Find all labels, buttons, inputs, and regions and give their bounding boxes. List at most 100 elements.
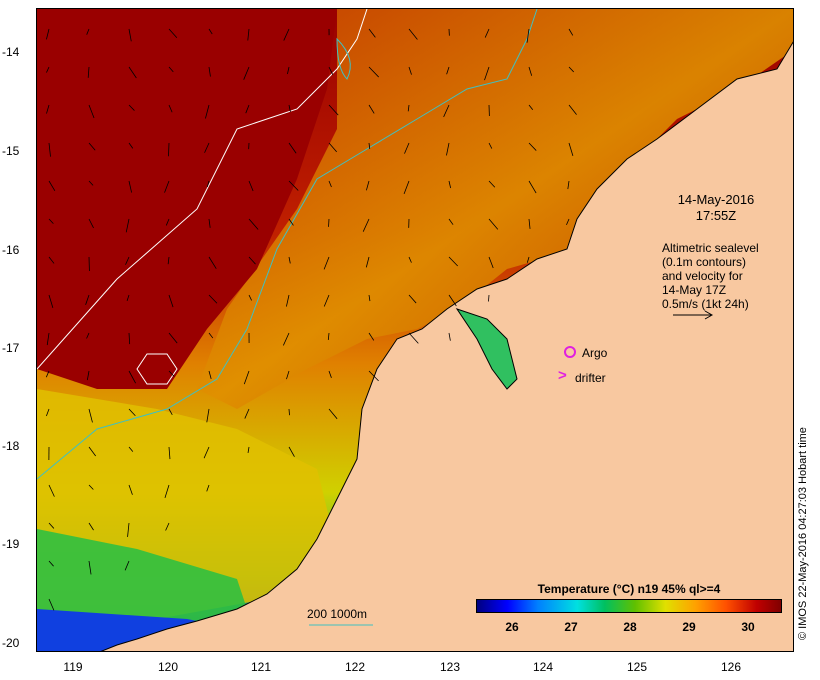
colorbar-tick: 30: [741, 620, 755, 634]
velocity-vector: [568, 142, 574, 156]
velocity-vector: [528, 104, 534, 111]
velocity-vector: [408, 28, 418, 40]
velocity-vector: [128, 104, 135, 111]
velocity-vector: [48, 560, 54, 567]
velocity-vector: [248, 180, 254, 192]
altimetry-line-5: 0.5m/s (1kt 24h): [662, 297, 749, 311]
colorbar-tick: 27: [564, 620, 578, 634]
altimetry-line-4: 14-May 17Z: [662, 283, 727, 297]
altimetry-line-1: Altimetric sealevel: [662, 241, 759, 255]
velocity-vector: [208, 370, 212, 379]
velocity-vector: [328, 104, 339, 116]
velocity-vector: [248, 218, 259, 230]
velocity-vector: [568, 104, 577, 115]
warm-offshore: [37, 9, 337, 389]
king-sound: [455, 308, 518, 390]
velocity-vector: [48, 294, 54, 309]
y-tick-label: -15: [2, 144, 20, 158]
velocity-vector: [288, 104, 291, 112]
velocity-vector: [88, 408, 93, 423]
velocity-vector: [404, 142, 410, 154]
velocity-vector: [88, 446, 96, 457]
contour-seamount: [136, 353, 178, 385]
velocity-vector: [86, 28, 90, 35]
y-tick-label: -14: [2, 45, 20, 59]
velocity-vector: [283, 28, 290, 41]
velocity-vector: [87, 66, 90, 78]
velocity-vector: [168, 408, 173, 416]
velocity-vector: [46, 104, 50, 114]
velocity-vector: [528, 66, 533, 76]
velocity-vector: [248, 294, 252, 301]
y-tick-label: -20: [2, 636, 20, 650]
drifter-label: drifter: [575, 371, 606, 385]
velocity-vector: [488, 256, 494, 269]
velocity-vector: [484, 66, 490, 81]
velocity-vector: [327, 332, 330, 340]
x-tick-label: 125: [626, 660, 648, 674]
land-mass: [100, 41, 793, 651]
velocity-vector: [45, 370, 50, 378]
velocity-vector: [127, 522, 130, 537]
velocity-vector: [206, 180, 210, 187]
colorbar-tick: 28: [623, 620, 637, 634]
velocity-vector: [168, 370, 175, 377]
velocity-vector: [86, 370, 90, 381]
velocity-vector: [448, 256, 458, 267]
velocity-vector: [446, 142, 450, 156]
velocity-vector: [128, 484, 133, 495]
velocity-vector: [408, 256, 412, 263]
x-tick-label: 124: [532, 660, 554, 674]
velocity-vector: [204, 142, 210, 153]
velocity-vector: [328, 370, 332, 378]
velocity-vector: [403, 180, 410, 194]
velocity-vector: [48, 522, 55, 529]
velocity-vector: [488, 180, 496, 188]
y-tick-label: -19: [2, 537, 20, 551]
velocity-vector: [365, 256, 370, 268]
velocity-vector: [243, 66, 250, 80]
velocity-vector: [282, 332, 290, 346]
velocity-vector: [48, 142, 51, 157]
velocity-vector: [288, 408, 290, 416]
velocity-vector: [125, 218, 130, 233]
velocity-vector: [448, 294, 457, 307]
y-tick-label: -16: [2, 243, 20, 257]
colorbar-title: Temperature (°C) n19 45% ql>=4: [537, 582, 721, 596]
velocity-vector: [368, 294, 371, 302]
velocity-vector: [208, 218, 211, 228]
velocity-vector: [128, 66, 137, 79]
velocity-vector: [323, 256, 330, 270]
velocity-vector: [205, 104, 210, 119]
velocity-vector: [526, 256, 530, 263]
velocity-vector: [528, 218, 531, 229]
velocity-vector: [243, 370, 250, 385]
velocity-vector: [568, 66, 574, 73]
velocity-vector: [288, 256, 291, 264]
x-tick-label: 120: [157, 660, 179, 674]
shelf-waters: [197, 9, 793, 409]
altimetry-line-3: and velocity for: [662, 269, 743, 283]
velocity-vector: [328, 66, 334, 75]
colorbar: [476, 599, 782, 613]
velocity-vector: [46, 408, 50, 417]
velocity-vector: [488, 142, 493, 149]
velocity-vector: [128, 332, 131, 345]
velocity-vector: [208, 332, 214, 339]
cool-band: [37, 529, 247, 639]
sst-map[interactable]: 14-May-2016 17:55Z Altimetric sealevel (…: [36, 8, 794, 652]
x-tick-label: 123: [439, 660, 461, 674]
velocity-vector: [128, 370, 136, 384]
velocity-vector: [48, 484, 55, 497]
velocity-vector: [88, 180, 94, 186]
velocity-vector: [168, 66, 174, 73]
velocity-vector: [526, 28, 530, 43]
y-tick-label: -17: [2, 341, 20, 355]
velocity-vector: [528, 180, 537, 194]
velocity-vector: [368, 370, 379, 382]
velocity-vector: [88, 104, 95, 119]
velocity-vector: [203, 446, 210, 459]
velocity-vector: [88, 484, 94, 490]
velocity-vector: [168, 332, 178, 344]
velocity-vector: [287, 66, 290, 75]
